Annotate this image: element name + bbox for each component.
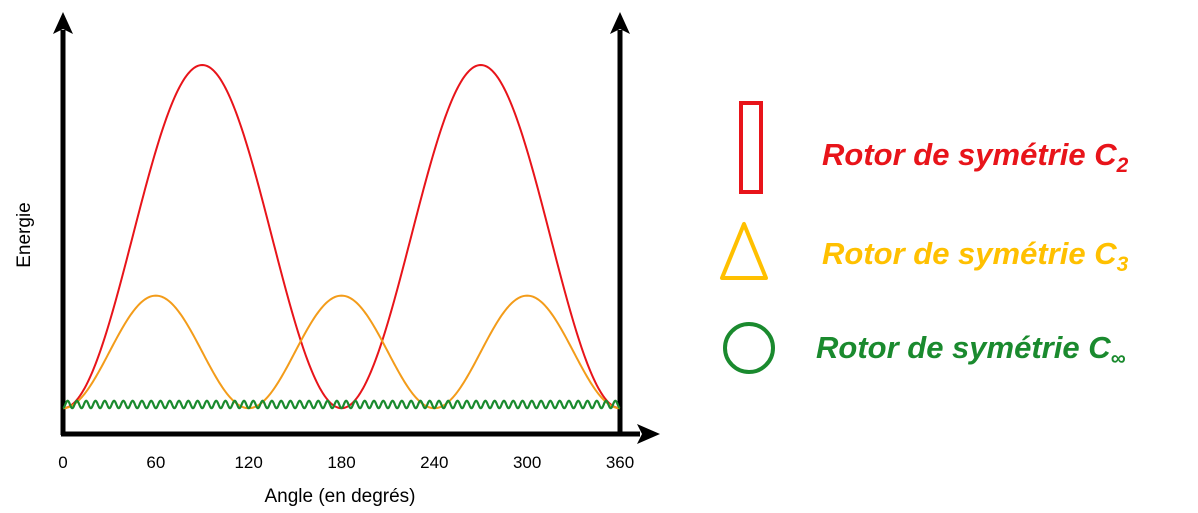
x-tick-label: 360 (606, 453, 634, 472)
x-axis-arrow-icon (637, 424, 660, 444)
series-line-c2 (62, 63, 621, 410)
x-tick-label: 120 (234, 453, 262, 472)
series-line-c3 (62, 294, 621, 410)
y-axis-title: Energie (14, 202, 35, 268)
legend-label-c2: Rotor de symétrie C2 (822, 137, 1129, 177)
legend-label-cinf: Rotor de symétrie C∞ (816, 330, 1126, 370)
axes (53, 12, 660, 444)
triangle-icon (720, 222, 768, 280)
x-tick-label: 300 (513, 453, 541, 472)
series-line-cinf (62, 399, 621, 410)
circle-icon (723, 322, 775, 374)
y-axis-left-arrow-icon (53, 12, 73, 34)
x-tick-label: 180 (327, 453, 355, 472)
legend-label-c3: Rotor de symétrie C3 (822, 236, 1129, 276)
y-axis-right-arrow-icon (610, 12, 630, 34)
x-tick-label: 240 (420, 453, 448, 472)
x-axis-title: Angle (en degrés) (264, 486, 415, 507)
series-lines (62, 63, 621, 410)
x-tick-labels: 0 60 120 180 240 300 360 (58, 453, 634, 472)
rectangle-icon (739, 101, 763, 194)
x-tick-label: 60 (146, 453, 165, 472)
legend: Rotor de symétrie C2 Rotor de symétrie C… (720, 101, 1129, 374)
x-tick-label: 0 (58, 453, 67, 472)
